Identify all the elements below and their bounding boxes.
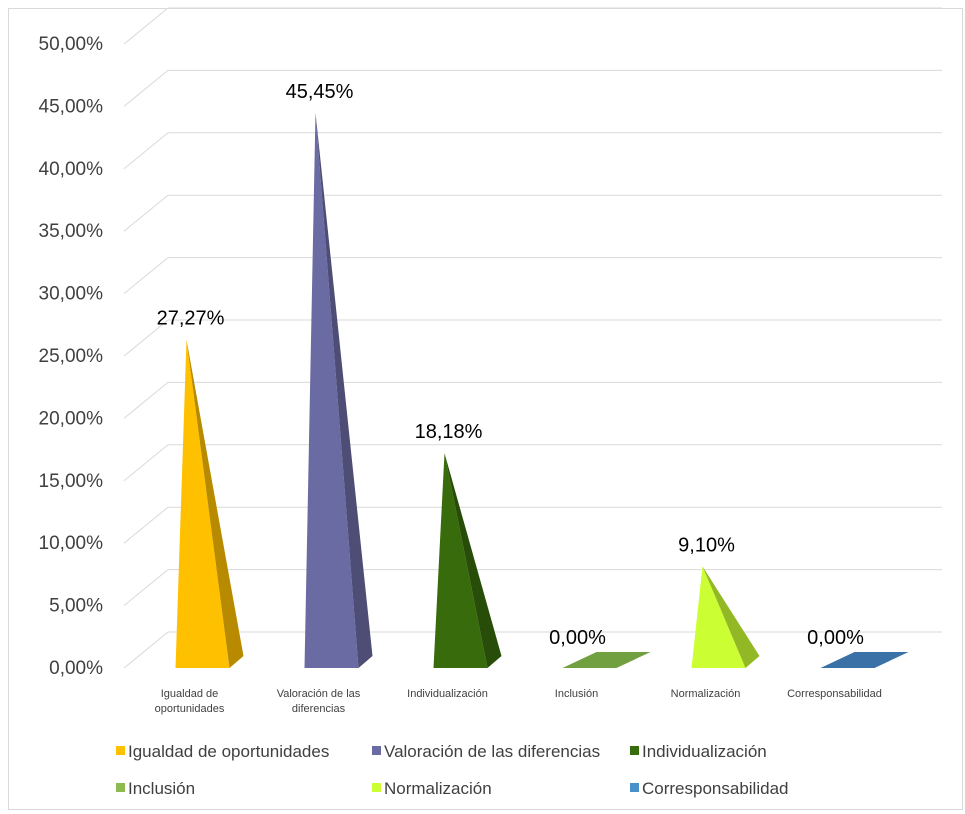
- data-label: 0,00%: [807, 627, 864, 649]
- gridline-diagonal: [123, 132, 169, 170]
- legend-swatch: [116, 746, 125, 755]
- gridline-diagonal: [123, 194, 169, 232]
- x-tick-label: Igualdad de: [161, 688, 219, 700]
- x-axis-ticks: Igualdad de oportunidades Valoración de la…: [155, 688, 882, 715]
- data-label: 27,27%: [157, 308, 225, 330]
- y-tick-label: 15,00%: [39, 471, 104, 492]
- gridlines: [123, 7, 942, 669]
- bar-side-face: [702, 566, 760, 668]
- y-tick-label: 10,00%: [39, 533, 104, 554]
- gridline-diagonal: [123, 569, 169, 606]
- bar-side-face: [186, 339, 244, 668]
- gridline-diagonal: [123, 257, 169, 294]
- legend-item: Individualización: [630, 742, 767, 761]
- gridline-diagonal: [123, 382, 169, 419]
- legend-swatch: [116, 783, 125, 792]
- chart-frame: [8, 8, 963, 810]
- y-axis-ticks: 0,00% 5,00% 10,00% 15,00% 20,00% 25,00% 30,00%…: [39, 34, 104, 679]
- data-label: 9,10%: [678, 534, 735, 556]
- bar-front-face: [175, 339, 230, 668]
- bar-pyramid: 27,27%: [157, 308, 244, 668]
- x-tick-label: Inclusión: [555, 688, 598, 700]
- y-tick-label: 20,00%: [39, 408, 104, 429]
- legend-swatch: [372, 783, 381, 792]
- data-label: 0,00%: [549, 627, 606, 649]
- legend-swatch: [630, 783, 639, 792]
- bar-pyramid: 0,00%: [549, 627, 651, 668]
- y-tick-label: 45,00%: [39, 96, 104, 117]
- legend-item: Igualdad de oportunidades: [116, 742, 329, 761]
- y-tick-label: 30,00%: [39, 284, 104, 305]
- legend-item: Inclusión: [116, 779, 195, 798]
- bar-flat-base: [820, 652, 909, 668]
- y-tick-label: 50,00%: [39, 34, 104, 55]
- data-label: 45,45%: [286, 81, 354, 103]
- y-tick-label: 40,00%: [39, 159, 104, 180]
- x-tick-label: Normalización: [671, 688, 741, 700]
- bar-side-face: [315, 112, 373, 668]
- legend-label: Igualdad de oportunidades: [128, 742, 329, 761]
- bar-front-face: [691, 566, 746, 668]
- bar-flat-base: [562, 652, 651, 668]
- legend-label: Corresponsabilidad: [642, 779, 788, 798]
- legend-swatch: [630, 746, 639, 755]
- bar-pyramid: 45,45%: [286, 81, 373, 668]
- bar-pyramid: 0,00%: [807, 627, 909, 668]
- x-tick-label: Corresponsabilidad: [787, 688, 882, 700]
- bar-pyramid: 9,10%: [678, 534, 760, 668]
- x-tick-label: Individualización: [407, 688, 488, 700]
- data-label: 18,18%: [415, 421, 483, 443]
- y-tick-label: 25,00%: [39, 346, 104, 367]
- legend-label: Normalización: [384, 779, 492, 798]
- legend-item: Normalización: [372, 779, 492, 798]
- y-tick-label: 0,00%: [49, 658, 103, 679]
- gridline-diagonal: [123, 70, 169, 107]
- bar-side-face: [444, 453, 502, 668]
- x-tick-label: Valoración de las: [277, 688, 361, 700]
- bar-front-face: [433, 453, 488, 668]
- y-tick-label: 5,00%: [49, 596, 103, 617]
- legend-label: Valoración de las diferencias: [384, 742, 600, 761]
- bar-pyramid: 18,18%: [415, 421, 502, 668]
- bar-front-face: [304, 112, 359, 668]
- legend-item: Valoración de las diferencias: [372, 742, 600, 761]
- gridline-diagonal: [123, 444, 169, 482]
- legend: Igualdad de oportunidades Valoración de l…: [116, 742, 788, 798]
- legend-label: Inclusión: [128, 779, 195, 798]
- x-tick-label: oportunidades: [155, 703, 225, 715]
- gridline-diagonal: [123, 506, 169, 544]
- x-tick-label: diferencias: [292, 703, 346, 715]
- gridline-diagonal: [123, 7, 169, 45]
- bars: 27,27% 45,45% 18,18% 0,00% 9,10% 0,00%: [157, 81, 909, 668]
- gridline-diagonal: [123, 319, 169, 357]
- legend-swatch: [372, 746, 381, 755]
- gridline-diagonal: [123, 631, 169, 669]
- legend-label: Individualización: [642, 742, 767, 761]
- y-tick-label: 35,00%: [39, 221, 104, 242]
- legend-item: Corresponsabilidad: [630, 779, 788, 798]
